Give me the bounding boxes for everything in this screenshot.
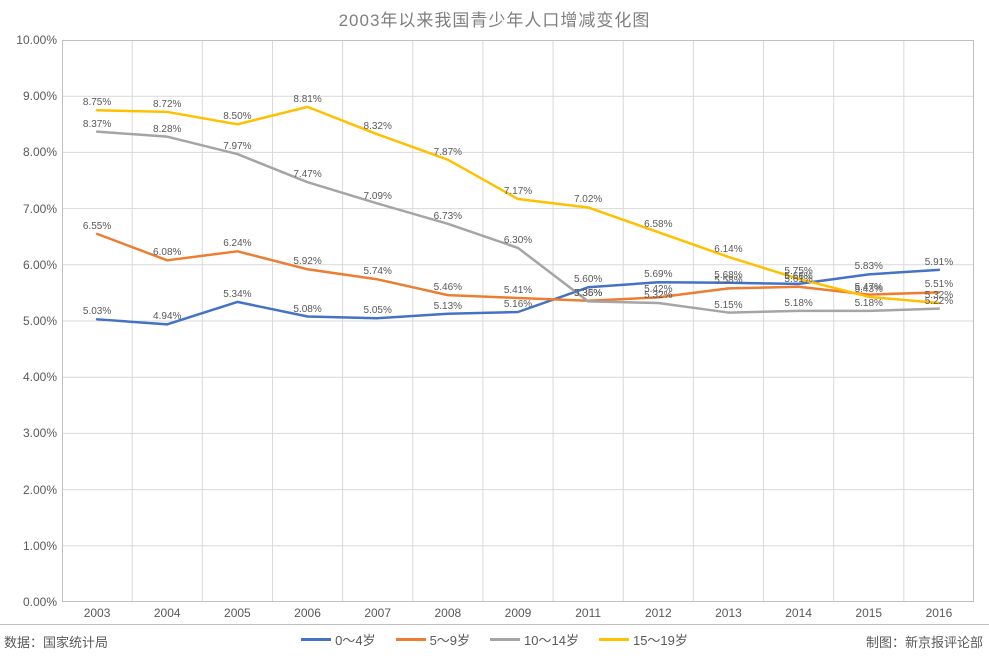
chart-title: 2003年以来我国青少年人口增减变化图 [0,6,989,31]
x-tick-label: 2007 [348,606,408,620]
y-tick-label: 2.00% [5,483,57,497]
footer-rule [0,624,989,625]
footer: 数据：国家统计局 制图：新京报评论部 [0,628,989,654]
y-tick-label: 8.00% [5,145,57,159]
y-tick-label: 6.00% [5,258,57,272]
x-tick-label: 2006 [278,606,338,620]
y-tick-label: 9.00% [5,89,57,103]
x-tick-label: 2003 [67,606,127,620]
x-tick-label: 2009 [488,606,548,620]
x-tick-label: 2012 [628,606,688,620]
x-tick-label: 2008 [418,606,478,620]
y-tick-label: 4.00% [5,370,57,384]
y-tick-label: 1.00% [5,539,57,553]
y-tick-label: 10.00% [5,33,57,47]
footer-credit: 制图：新京报评论部 [866,632,983,651]
x-tick-label: 2005 [207,606,267,620]
y-tick-label: 0.00% [5,595,57,609]
x-tick-label: 2004 [137,606,197,620]
footer-source: 数据：国家统计局 [4,632,108,651]
x-tick-label: 2014 [769,606,829,620]
y-tick-label: 3.00% [5,426,57,440]
y-tick-label: 5.00% [5,314,57,328]
x-tick-label: 2013 [698,606,758,620]
x-tick-label: 2016 [909,606,969,620]
chart-container: 2003年以来我国青少年人口增减变化图 0.00% 1.00% 2.00% 3.00%… [0,0,989,658]
x-tick-label: 2015 [839,606,899,620]
plot-area [62,40,974,602]
y-tick-label: 7.00% [5,202,57,216]
x-tick-label: 2011 [558,606,618,620]
plot-svg [62,40,974,602]
